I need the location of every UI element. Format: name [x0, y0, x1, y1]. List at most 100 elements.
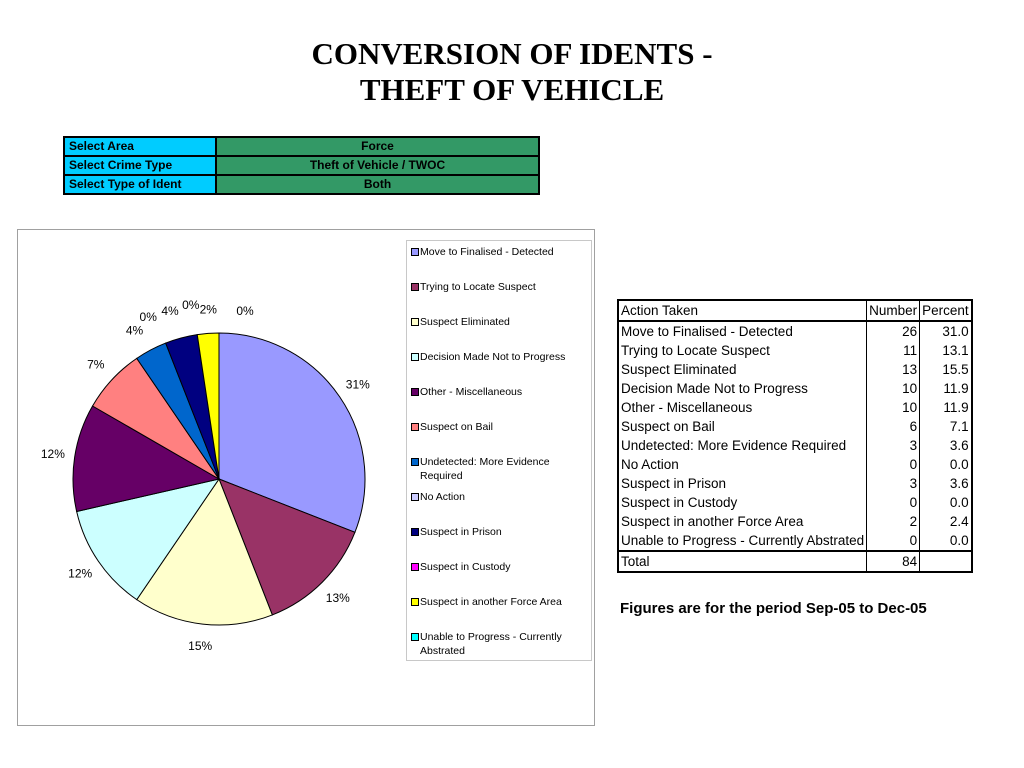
percent-cell: 31.0	[919, 321, 972, 341]
selector-table: Select Area Force Select Crime Type Thef…	[63, 136, 540, 195]
table-row: Suspect on Bail 6 7.1	[618, 417, 972, 436]
percent-cell: 3.6	[919, 474, 972, 493]
legend-swatch	[411, 528, 419, 536]
legend-swatch	[411, 458, 419, 466]
pie-slice	[218, 478, 356, 616]
legend-swatch	[411, 318, 419, 326]
title-line-1: CONVERSION OF IDENTS -	[311, 36, 713, 71]
selector-row-ident-type: Select Type of Ident Both	[63, 174, 540, 195]
legend-label: Other - Miscellaneous	[420, 386, 523, 398]
selector-label: Select Type of Ident	[63, 174, 217, 195]
table-row: Undetected: More Evidence Required 3 3.6	[618, 436, 972, 455]
legend-label: Suspect in Custody	[420, 561, 511, 573]
action-cell: Other - Miscellaneous	[621, 400, 753, 415]
area-select[interactable]: Force	[215, 136, 540, 157]
percent-cell: 0.0	[919, 455, 972, 474]
number-cell: 3	[866, 436, 920, 455]
percent-cell: 3.6	[919, 436, 972, 455]
number-cell: 0	[866, 455, 920, 474]
table-row: Other - Miscellaneous 10 11.9	[618, 398, 972, 417]
pie-chart: 31%13%15%12%12%7%4%0% 4% 0% 2% 0%	[41, 298, 370, 653]
action-taken-table: Action Taken Number Percent Move to Fina…	[617, 299, 973, 573]
legend-swatch	[411, 598, 419, 606]
selector-label: Select Area	[63, 136, 217, 157]
action-cell: Suspect in Custody	[621, 495, 738, 510]
period-note: Figures are for the period Sep-05 to Dec…	[620, 600, 927, 617]
legend-swatch	[411, 633, 419, 641]
legend-label: No Action	[420, 491, 465, 503]
action-cell: Suspect Eliminated	[621, 362, 737, 377]
legend-swatch	[411, 248, 419, 256]
number-cell: 3	[866, 474, 920, 493]
slice-data-label: 15%	[188, 639, 212, 653]
number-cell: 2	[866, 512, 920, 531]
action-cell: Suspect in another Force Area	[621, 514, 804, 529]
slice-data-label: 0%	[140, 310, 158, 324]
table-row: Move to Finalised - Detected 26 31.0	[618, 321, 972, 341]
number-cell: 10	[866, 398, 920, 417]
table-row: Suspect Eliminated 13 15.5	[618, 360, 972, 379]
pie-slice	[136, 477, 273, 626]
table-row: No Action 0 0.0	[618, 455, 972, 474]
legend-label: Unable to Progress - Currently Abstrated	[420, 631, 562, 657]
percent-cell: 7.1	[919, 417, 972, 436]
selector-label: Select Crime Type	[63, 155, 217, 176]
total-number-cell: 84	[866, 550, 920, 572]
percent-cell: 2.4	[919, 512, 972, 531]
percent-cell: 11.9	[919, 398, 972, 417]
chart-legend: Move to Finalised - Detected Trying to Lo…	[406, 240, 592, 661]
action-cell: Undetected: More Evidence Required	[621, 438, 847, 453]
table-header-row: Action Taken Number Percent	[618, 300, 972, 322]
pie-slice	[76, 478, 221, 601]
crime-type-select[interactable]: Theft of Vehicle / TWOC	[215, 155, 540, 176]
action-cell: Suspect on Bail	[621, 419, 715, 434]
slice-data-label: 2%	[200, 303, 218, 317]
action-cell: Unable to Progress - Currently Abstrated	[621, 533, 865, 548]
page-title: CONVERSION OF IDENTS - THEFT OF VEHICLE	[0, 36, 1024, 108]
number-cell: 26	[866, 321, 920, 341]
legend-swatch	[411, 283, 419, 291]
number-cell: 0	[866, 531, 920, 551]
action-cell: Move to Finalised - Detected	[621, 324, 793, 339]
number-cell: 10	[866, 379, 920, 398]
slice-data-label: 12%	[41, 447, 65, 461]
column-header-action: Action Taken	[618, 300, 867, 322]
total-label-cell: Total	[618, 550, 867, 572]
percent-cell: 13.1	[919, 341, 972, 360]
legend-swatch	[411, 493, 419, 501]
ident-type-select[interactable]: Both	[215, 174, 540, 195]
pie-chart-area: 31% 13% 15% 12% 12% 7% 4% 0% 4% 0% 2% 0% Move to Fi…	[17, 229, 595, 726]
total-percent-cell	[919, 550, 972, 572]
table-row: Suspect in another Force Area 2 2.4	[618, 512, 972, 531]
table-row: Decision Made Not to Progress 10 11.9	[618, 379, 972, 398]
selector-row-crime-type: Select Crime Type Theft of Vehicle / TWO…	[63, 155, 540, 176]
table-total-row: Total 84	[618, 550, 972, 572]
table-row: Suspect in Custody 0 0.0	[618, 493, 972, 512]
pie-slice	[196, 332, 220, 480]
table-row: Suspect in Prison 3 3.6	[618, 474, 972, 493]
slice-data-label: 4%	[161, 304, 179, 318]
slice-data-label: 7%	[87, 358, 105, 372]
slice-data-label: 12%	[68, 567, 92, 581]
percent-cell: 11.9	[919, 379, 972, 398]
legend-label: Trying to Locate Suspect	[420, 281, 536, 293]
slice-data-label: 0%	[236, 304, 254, 318]
number-cell: 6	[866, 417, 920, 436]
legend-swatch	[411, 563, 419, 571]
action-cell: Suspect in Prison	[621, 476, 727, 491]
legend-label: Suspect on Bail	[420, 421, 493, 433]
pie-slice	[72, 405, 221, 513]
legend-swatch	[411, 353, 419, 361]
selector-row-area: Select Area Force	[63, 136, 540, 157]
legend-label: Undetected: More Evidence Required	[420, 456, 550, 482]
slice-data-label: 0%	[182, 298, 200, 312]
number-cell: 0	[866, 493, 920, 512]
percent-cell: 15.5	[919, 360, 972, 379]
legend-label: Suspect in Prison	[420, 526, 502, 538]
column-header-number: Number	[866, 300, 920, 322]
slice-data-label: 31%	[346, 377, 370, 391]
pie-slice	[218, 332, 366, 533]
table-row: Unable to Progress - Currently Abstrated…	[618, 531, 972, 551]
legend-label: Suspect in another Force Area	[420, 596, 562, 608]
slice-data-label: 4%	[126, 324, 144, 338]
